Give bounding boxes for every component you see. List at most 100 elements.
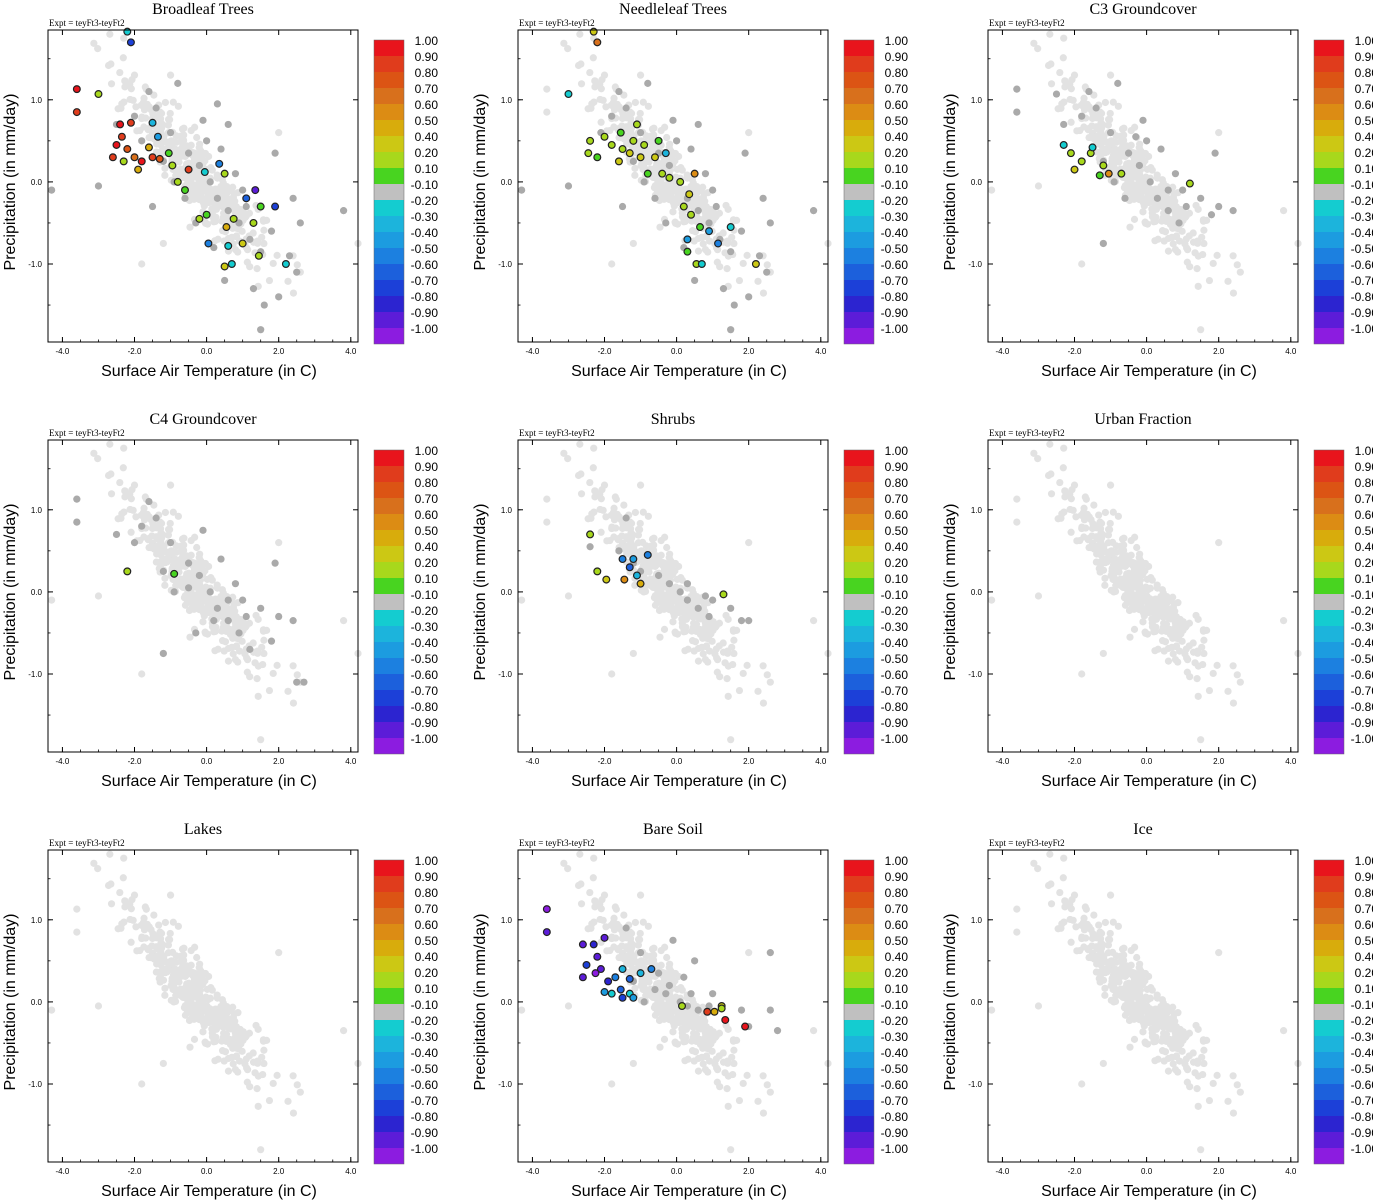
background-point (668, 589, 676, 597)
background-point (1095, 974, 1103, 983)
neutral-point (683, 596, 692, 604)
background-point (650, 124, 658, 132)
colorbar-swatch (844, 940, 874, 956)
neutral-point (680, 973, 688, 981)
plot-frame (47, 439, 359, 753)
neutral-point (184, 584, 193, 592)
background-point (665, 554, 673, 562)
neutral-point (640, 178, 648, 186)
neutral-point (709, 990, 717, 998)
background-point (610, 104, 619, 112)
data-point (593, 567, 602, 576)
neutral-point (712, 202, 720, 211)
background-point (661, 1015, 669, 1023)
background-point (185, 606, 194, 615)
colorbar-swatch (1314, 498, 1344, 514)
background-point (166, 71, 175, 79)
background-point (564, 865, 572, 873)
data-point (629, 993, 638, 1002)
x-tick-label: 2.0 (1213, 347, 1225, 356)
colorbar-label: 0.50 (415, 934, 439, 948)
data-point (586, 136, 595, 145)
background-point (1199, 627, 1208, 635)
x-tick-label: 4.0 (1285, 347, 1297, 356)
colorbar-swatch (1314, 610, 1344, 626)
expt-label: Expt = teyFt3-teyFt2 (989, 428, 1065, 438)
data-point (72, 108, 81, 117)
data-point (1104, 169, 1113, 178)
plot-frame (987, 439, 1299, 753)
colorbar-swatch (1314, 248, 1344, 264)
neutral-point (246, 645, 254, 653)
background-point (639, 508, 647, 516)
background-point (618, 122, 626, 130)
colorbar-label: 0.80 (415, 476, 439, 490)
y-tick-label: 1.0 (501, 916, 513, 925)
background-point (1171, 655, 1180, 664)
background-point (161, 574, 169, 582)
x-tick-label: 0.0 (671, 347, 683, 356)
background-point (653, 188, 661, 196)
background-point (164, 121, 173, 129)
background-point (191, 195, 199, 203)
background-point (161, 581, 169, 589)
background-point (1194, 252, 1202, 260)
background-point (48, 1006, 56, 1014)
background-point (157, 138, 165, 147)
background-point (129, 506, 137, 514)
background-point (1034, 182, 1043, 190)
background-point (1172, 1052, 1181, 1060)
colorbar-label: -0.80 (411, 290, 439, 304)
background-point (1034, 45, 1042, 53)
colorbar-label: 0.90 (885, 50, 909, 64)
neutral-point (170, 588, 178, 596)
colorbar-swatch (374, 498, 404, 514)
y-axis-label: Precipitation (in mm/day) (472, 504, 489, 681)
background-point (94, 865, 102, 873)
background-point (160, 952, 168, 960)
background-point (669, 208, 677, 216)
background-point (179, 140, 187, 148)
colorbar-frame (843, 859, 875, 1165)
background-point (149, 544, 157, 552)
background-point (1044, 471, 1053, 480)
background-point (1100, 132, 1108, 140)
background-point (1076, 946, 1084, 955)
background-point (1110, 573, 1118, 581)
background-point (1046, 440, 1054, 448)
background-point (273, 251, 281, 259)
background-point (634, 941, 643, 949)
background-point (1067, 938, 1075, 946)
background-point (560, 449, 568, 457)
colorbar-swatch (374, 546, 404, 562)
neutral-point (1207, 211, 1216, 219)
background-point (191, 166, 199, 175)
background-point (660, 1001, 669, 1009)
background-point (1119, 550, 1127, 558)
neutral-point (1114, 79, 1122, 87)
plot-frame (517, 439, 829, 753)
background-point (653, 1008, 661, 1016)
background-point (1092, 524, 1101, 532)
neutral-point (73, 518, 81, 526)
background-point (199, 618, 207, 626)
y-axis-label: Precipitation (in mm/day) (2, 504, 19, 681)
background-point (213, 171, 221, 179)
background-point (743, 1071, 751, 1079)
colorbar-swatch (374, 988, 404, 1004)
background-point (1111, 555, 1119, 563)
background-point (1104, 935, 1113, 944)
colorbar-label: 0.80 (1355, 66, 1373, 80)
background-point (1131, 599, 1140, 608)
background-point (1169, 593, 1177, 601)
data-point (717, 1004, 726, 1013)
background-point (1175, 225, 1183, 233)
background-point (1169, 603, 1177, 611)
background-point (1186, 1083, 1194, 1091)
background-point (168, 960, 176, 968)
background-point (591, 897, 599, 905)
background-point (699, 1060, 707, 1068)
background-point (681, 1037, 689, 1045)
data-point (116, 120, 125, 129)
background-point (631, 98, 639, 107)
